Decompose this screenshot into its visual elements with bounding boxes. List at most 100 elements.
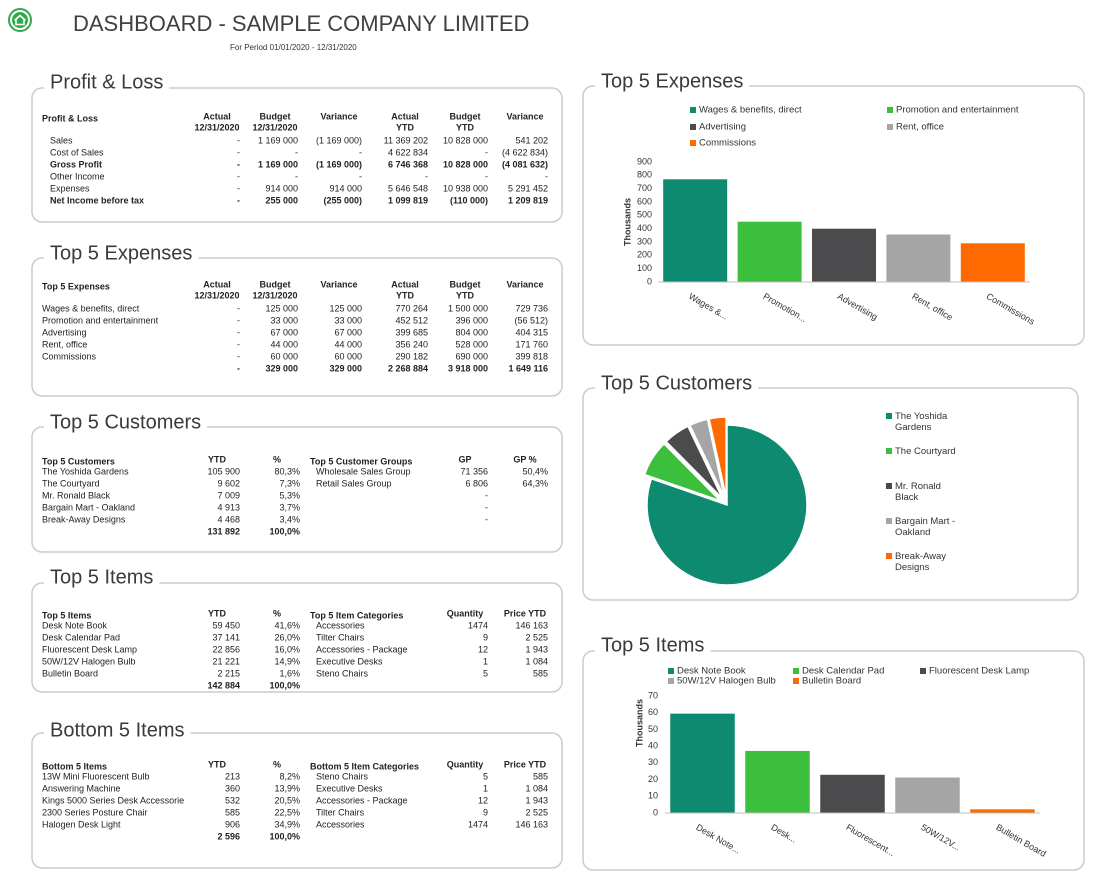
legend-label: Bargain Mart - Oakland <box>895 516 958 538</box>
table-cell: - <box>359 171 362 181</box>
table-cell: Tilter Chairs <box>316 807 365 817</box>
panel <box>31 257 563 397</box>
table-cell: 1 169 000 <box>258 159 298 169</box>
panel-title: Top 5 Customers <box>50 411 201 433</box>
table-cell: Kings 5000 Series Desk Accessorie <box>42 795 184 805</box>
home-button[interactable] <box>8 8 32 32</box>
y-tick-label: 20 <box>648 774 658 784</box>
panel <box>31 732 563 869</box>
table-cell: 146 163 <box>515 819 548 829</box>
table-header: YTD <box>456 122 475 132</box>
table-cell: 50,4% <box>522 466 548 476</box>
legend-label: Commissions <box>699 138 756 149</box>
table-cell: 528 000 <box>455 339 488 349</box>
table-total: 329 000 <box>265 363 298 373</box>
table-cell: 22,5% <box>274 807 300 817</box>
table-total: 1 649 116 <box>508 363 548 373</box>
page-title: DASHBOARD - SAMPLE COMPANY LIMITED <box>73 11 529 36</box>
pie-slice <box>708 416 727 498</box>
table-cell: 690 000 <box>455 351 488 361</box>
table-total: 131 892 <box>207 526 240 536</box>
table-header: Budget <box>450 111 481 121</box>
table-cell: - <box>425 171 428 181</box>
table-header: % <box>273 608 281 618</box>
panel <box>31 87 563 223</box>
table-total: 142 884 <box>207 680 240 690</box>
table-cell: (1 169 000) <box>316 135 362 145</box>
table-cell: 34,9% <box>274 819 300 829</box>
table-cell: 26,0% <box>274 632 300 642</box>
table-cell: 5 291 452 <box>508 183 548 193</box>
table-cell: 5 646 548 <box>388 183 428 193</box>
legend-swatch <box>690 140 696 146</box>
legend-swatch <box>887 107 893 113</box>
table-cell: 125 000 <box>265 303 298 313</box>
table-cell: 13W Mini Fluorescent Bulb <box>42 771 150 781</box>
x-tick-label: Wages &... <box>687 291 730 322</box>
legend-label: Fluorescent Desk Lamp <box>929 666 1029 677</box>
table-cell: Sales <box>50 135 73 145</box>
table-cell: 171 760 <box>515 339 548 349</box>
table-cell: 396 000 <box>455 315 488 325</box>
table-cell: 404 315 <box>515 327 548 337</box>
table-cell: 7 009 <box>217 490 240 500</box>
bar <box>663 179 728 282</box>
table-cell: - <box>545 171 548 181</box>
legend-label: Desk Note Book <box>677 666 746 677</box>
table-cell: 67 000 <box>270 327 298 337</box>
legend-label: 50W/12V Halogen Bulb <box>677 676 776 687</box>
legend-label: Advertising <box>699 122 746 133</box>
y-tick-label: 300 <box>637 236 652 246</box>
panel-title-bg <box>44 411 208 434</box>
table-cell: 6 746 368 <box>388 159 428 169</box>
table-cell: The Yoshida Gardens <box>42 466 129 476</box>
table-header: Quantity <box>447 759 484 769</box>
table-header: Actual <box>391 279 419 289</box>
table-cell: - <box>237 159 240 169</box>
y-tick-label: 500 <box>637 210 652 220</box>
table-cell: 21 221 <box>212 656 240 666</box>
table-total: 100,0% <box>269 680 300 690</box>
table-cell: 1 943 <box>525 795 548 805</box>
table-cell: Desk Note Book <box>42 620 108 630</box>
table-cell: 585 <box>225 807 240 817</box>
table-header: GP <box>458 454 471 464</box>
table-cell: 914 000 <box>265 183 298 193</box>
panel-title-bg <box>44 242 199 265</box>
y-tick-label: 600 <box>637 196 652 206</box>
table-header: Actual <box>203 111 231 121</box>
pie-slice <box>665 425 724 499</box>
table-cell: Answering Machine <box>42 783 121 793</box>
table-header: YTD <box>208 454 227 464</box>
legend-swatch <box>886 448 892 454</box>
table-header: 12/31/2020 <box>252 290 297 300</box>
table-cell: 60 000 <box>270 351 298 361</box>
table-cell: 1 099 819 <box>388 195 428 205</box>
table-cell: 71 356 <box>460 466 488 476</box>
table-cell: Advertising <box>42 327 87 337</box>
table-cell: 5 <box>483 668 488 678</box>
panel-title: Top 5 Items <box>50 566 153 588</box>
legend-label: Desk Calendar Pad <box>802 666 884 677</box>
table-cell: 9 <box>483 632 488 642</box>
y-tick-label: 800 <box>637 170 652 180</box>
table-cell: - <box>485 490 488 500</box>
table-cell: - <box>237 183 240 193</box>
table-cell: Halogen Desk Light <box>42 819 121 829</box>
table-cell: Accessories - Package <box>316 795 408 805</box>
y-tick-label: 0 <box>647 276 652 286</box>
table-cell: 290 182 <box>395 351 428 361</box>
panel-title-bg <box>44 719 191 742</box>
table-cell: 9 <box>483 807 488 817</box>
table-cell: 1 084 <box>525 783 548 793</box>
table-cell: 213 <box>225 771 240 781</box>
table-header: YTD <box>456 290 475 300</box>
table-header: Bottom 5 Item Categories <box>310 761 419 771</box>
table-cell: (255 000) <box>323 195 362 205</box>
y-axis-label: Thousands <box>622 198 632 246</box>
legend-swatch <box>690 107 696 113</box>
table-header: 12/31/2020 <box>252 122 297 132</box>
table-cell: 4 913 <box>217 502 240 512</box>
panel <box>31 426 563 553</box>
table-cell: 10 938 000 <box>443 183 488 193</box>
